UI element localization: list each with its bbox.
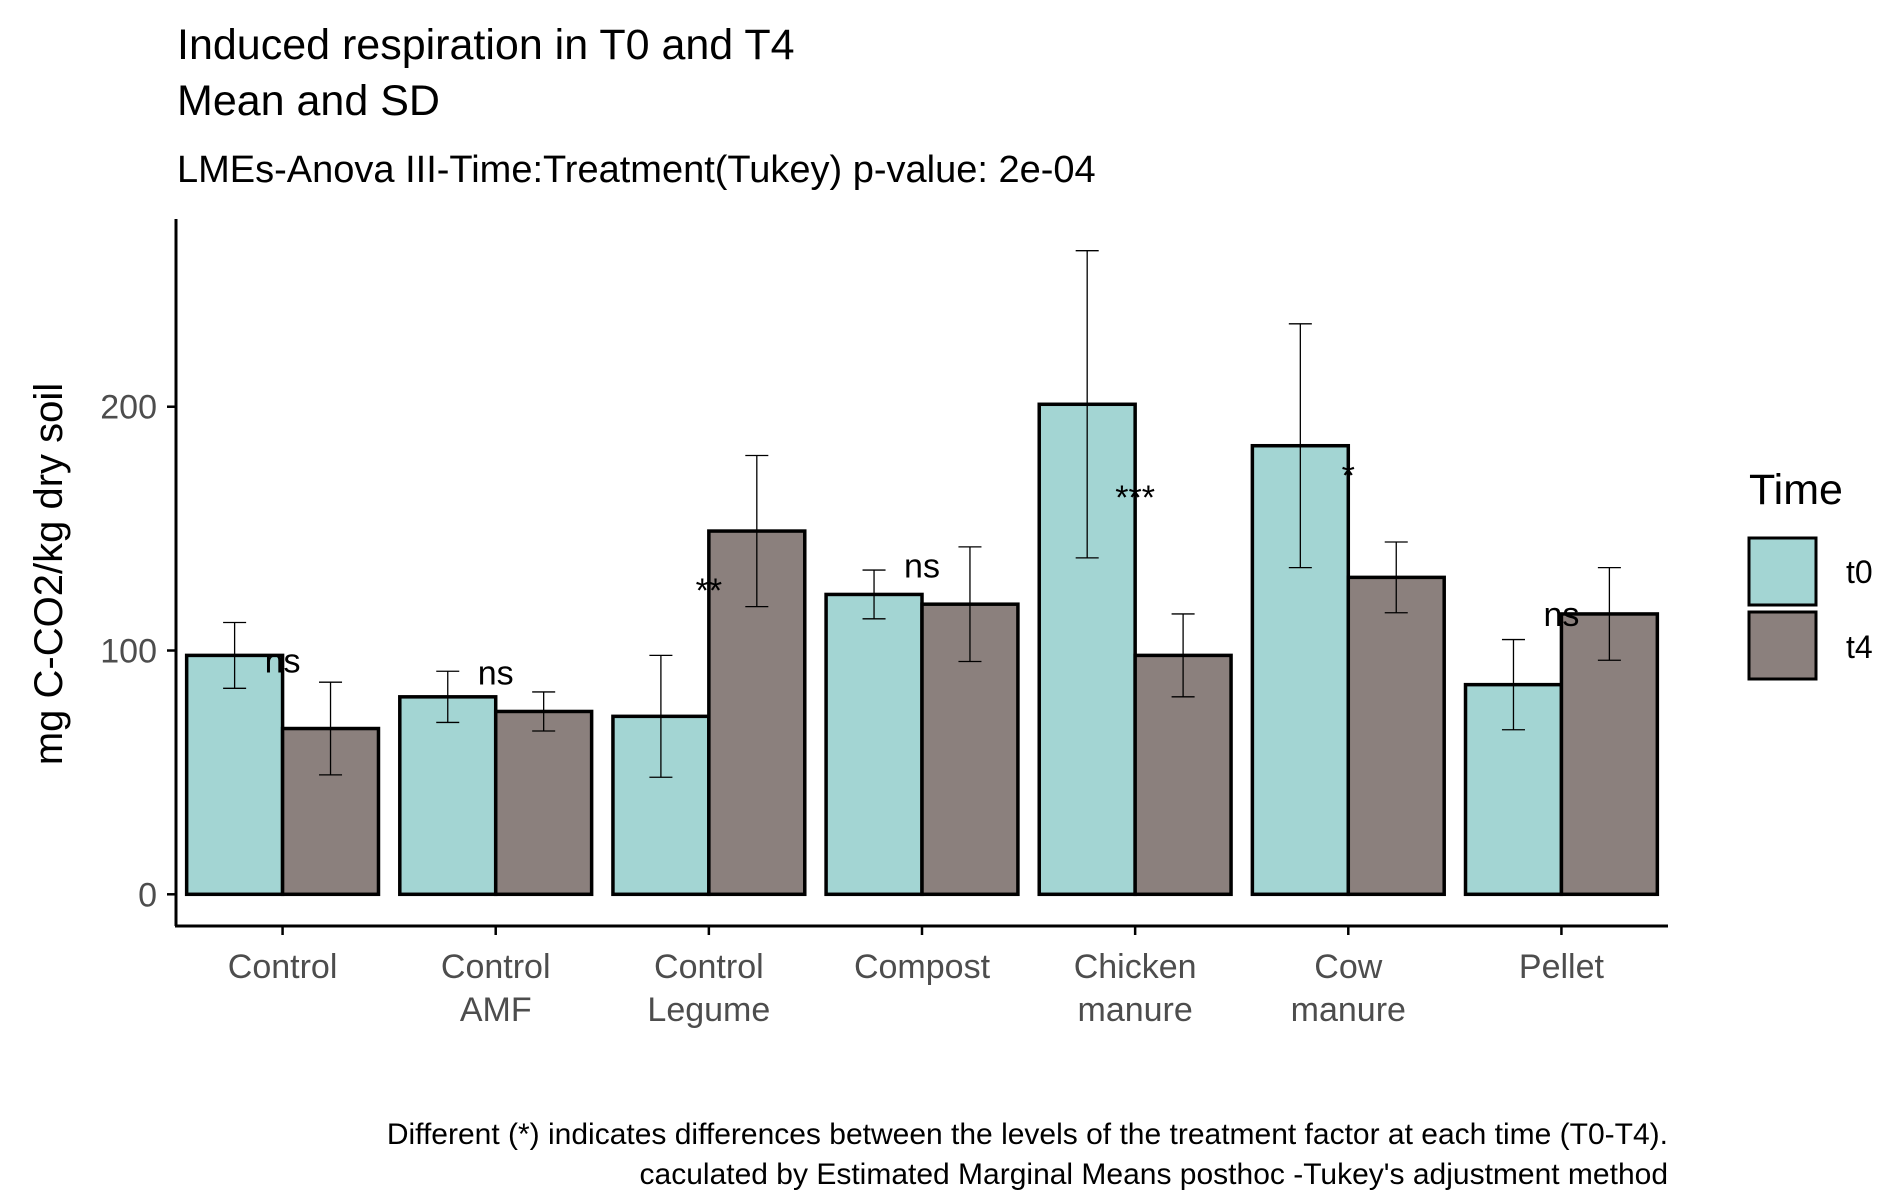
x-axis-ticks: Control Control AMF Control Legume Compost Chi…: [228, 926, 1605, 1029]
y-tick-label: 0: [138, 876, 157, 914]
errorbar-t0-3: [862, 569, 886, 620]
errorbar-t4-6: [1597, 566, 1621, 661]
legend-label-t0: t0: [1846, 554, 1873, 590]
errorbar-t4-4: [1171, 613, 1195, 698]
y-tick-label: 100: [100, 633, 157, 671]
legend-title: Time: [1749, 466, 1843, 514]
errorbar-t4-0: [319, 681, 343, 776]
significance-label-5: *: [1342, 457, 1355, 495]
legend-label-t4: t4: [1846, 629, 1873, 665]
caption-line-2: caculated by Estimated Marginal Means po…: [640, 1158, 1668, 1191]
x-tick-label: Pellet: [1519, 948, 1605, 986]
errorbar-t4-2: [745, 454, 769, 608]
bar-t0-0: [184, 653, 285, 897]
bar-t0-3: [824, 592, 924, 897]
chart-title-line-2: Mean and SD: [177, 77, 440, 125]
x-tick-label: Control: [228, 948, 338, 986]
legend: Time t0 t4: [1747, 466, 1873, 681]
errorbar-t0-6: [1501, 638, 1525, 731]
y-tick-label: 200: [100, 389, 157, 427]
x-tick-label: Cow manure: [1291, 948, 1406, 1029]
errorbar-t4-3: [958, 546, 982, 663]
chart-title-line-1: Induced respiration in T0 and T4: [177, 21, 795, 69]
significance-label-1: ns: [478, 655, 514, 693]
chart-subtitle: LMEs-Anova III-Time:Treatment(Tukey) p-v…: [177, 149, 1096, 191]
significance-labels: ns ns**ns****ns: [265, 457, 1580, 692]
errorbar-t4-5: [1384, 541, 1408, 614]
x-tick-label: Chicken manure: [1074, 948, 1197, 1029]
caption-line-1: Different (*) indicates differences betw…: [387, 1118, 1668, 1151]
legend-key-t0: [1747, 536, 1818, 607]
y-axis-ticks: 0 100 200: [100, 389, 176, 914]
significance-label-3: ns: [904, 547, 940, 585]
x-tick-label: Compost: [854, 948, 991, 986]
x-tick-label: Control Legume: [647, 948, 770, 1029]
errorbar-t0-2: [649, 654, 673, 778]
significance-label-6: ns: [1543, 596, 1579, 634]
significance-label-4: ***: [1115, 479, 1155, 517]
legend-key-t4: [1747, 610, 1818, 681]
errorbar-t0-4: [1075, 250, 1099, 559]
bar-t4-0: [280, 726, 381, 897]
errorbars-layer: [223, 250, 1621, 778]
x-tick-label: Control AMF: [441, 948, 551, 1029]
bar-t4-1: [493, 709, 594, 897]
errorbar-t0-1: [436, 670, 460, 724]
errorbar-t0-0: [223, 621, 247, 689]
significance-label-2: **: [696, 572, 722, 610]
errorbar-t4-1: [532, 691, 556, 732]
bar-t0-1: [398, 695, 498, 897]
bar-t4-6: [1559, 612, 1660, 897]
bar-t4-5: [1346, 575, 1446, 897]
y-axis-label: mg C-CO2/kg dry soil: [27, 383, 71, 765]
errorbar-t0-5: [1288, 323, 1312, 569]
significance-label-0: ns: [265, 642, 301, 680]
bars-layer: [184, 402, 1660, 897]
